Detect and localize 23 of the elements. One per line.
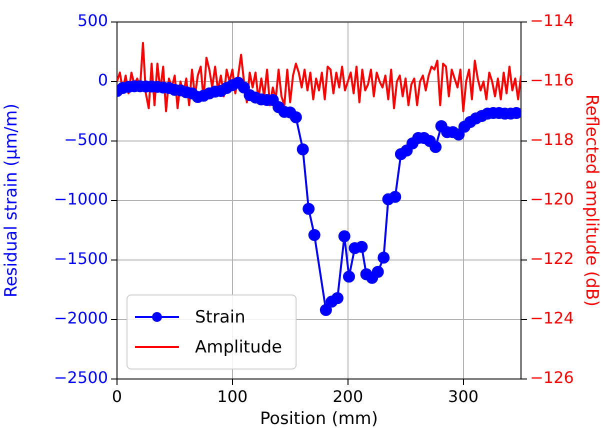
y-tick-label: −2000 bbox=[54, 308, 108, 328]
y2-tick-label: −124 bbox=[530, 308, 574, 328]
legend-label: Strain bbox=[195, 307, 246, 328]
x-tick-label: 200 bbox=[332, 386, 364, 406]
y2-axis-title: Reflected amplitude (dB) bbox=[581, 94, 602, 307]
y-tick-label: 0 bbox=[98, 70, 108, 90]
x-tick-label: 100 bbox=[217, 386, 248, 406]
y-tick-label: −500 bbox=[64, 130, 108, 150]
y-tick-label: −1500 bbox=[54, 249, 108, 268]
y-tick-label: −1000 bbox=[54, 190, 108, 209]
y2-tick-label: −116 bbox=[530, 70, 574, 90]
x-axis-title: Position (mm) bbox=[260, 409, 378, 430]
y-axis-title: Residual strain (µm/m) bbox=[2, 104, 22, 298]
legend-label: Amplitude bbox=[195, 337, 282, 358]
y2-tick-label: −122 bbox=[530, 249, 574, 268]
y2-tick-label: −126 bbox=[530, 368, 574, 388]
x-tick-label: 300 bbox=[448, 386, 479, 406]
y2-tick-label: −118 bbox=[530, 130, 574, 150]
y-tick-label: −2500 bbox=[54, 368, 108, 388]
y-tick-label: 500 bbox=[77, 11, 108, 30]
y2-tick-label: −120 bbox=[530, 190, 574, 209]
y2-tick-label: −114 bbox=[530, 11, 574, 30]
x-tick-label: 0 bbox=[112, 386, 122, 406]
